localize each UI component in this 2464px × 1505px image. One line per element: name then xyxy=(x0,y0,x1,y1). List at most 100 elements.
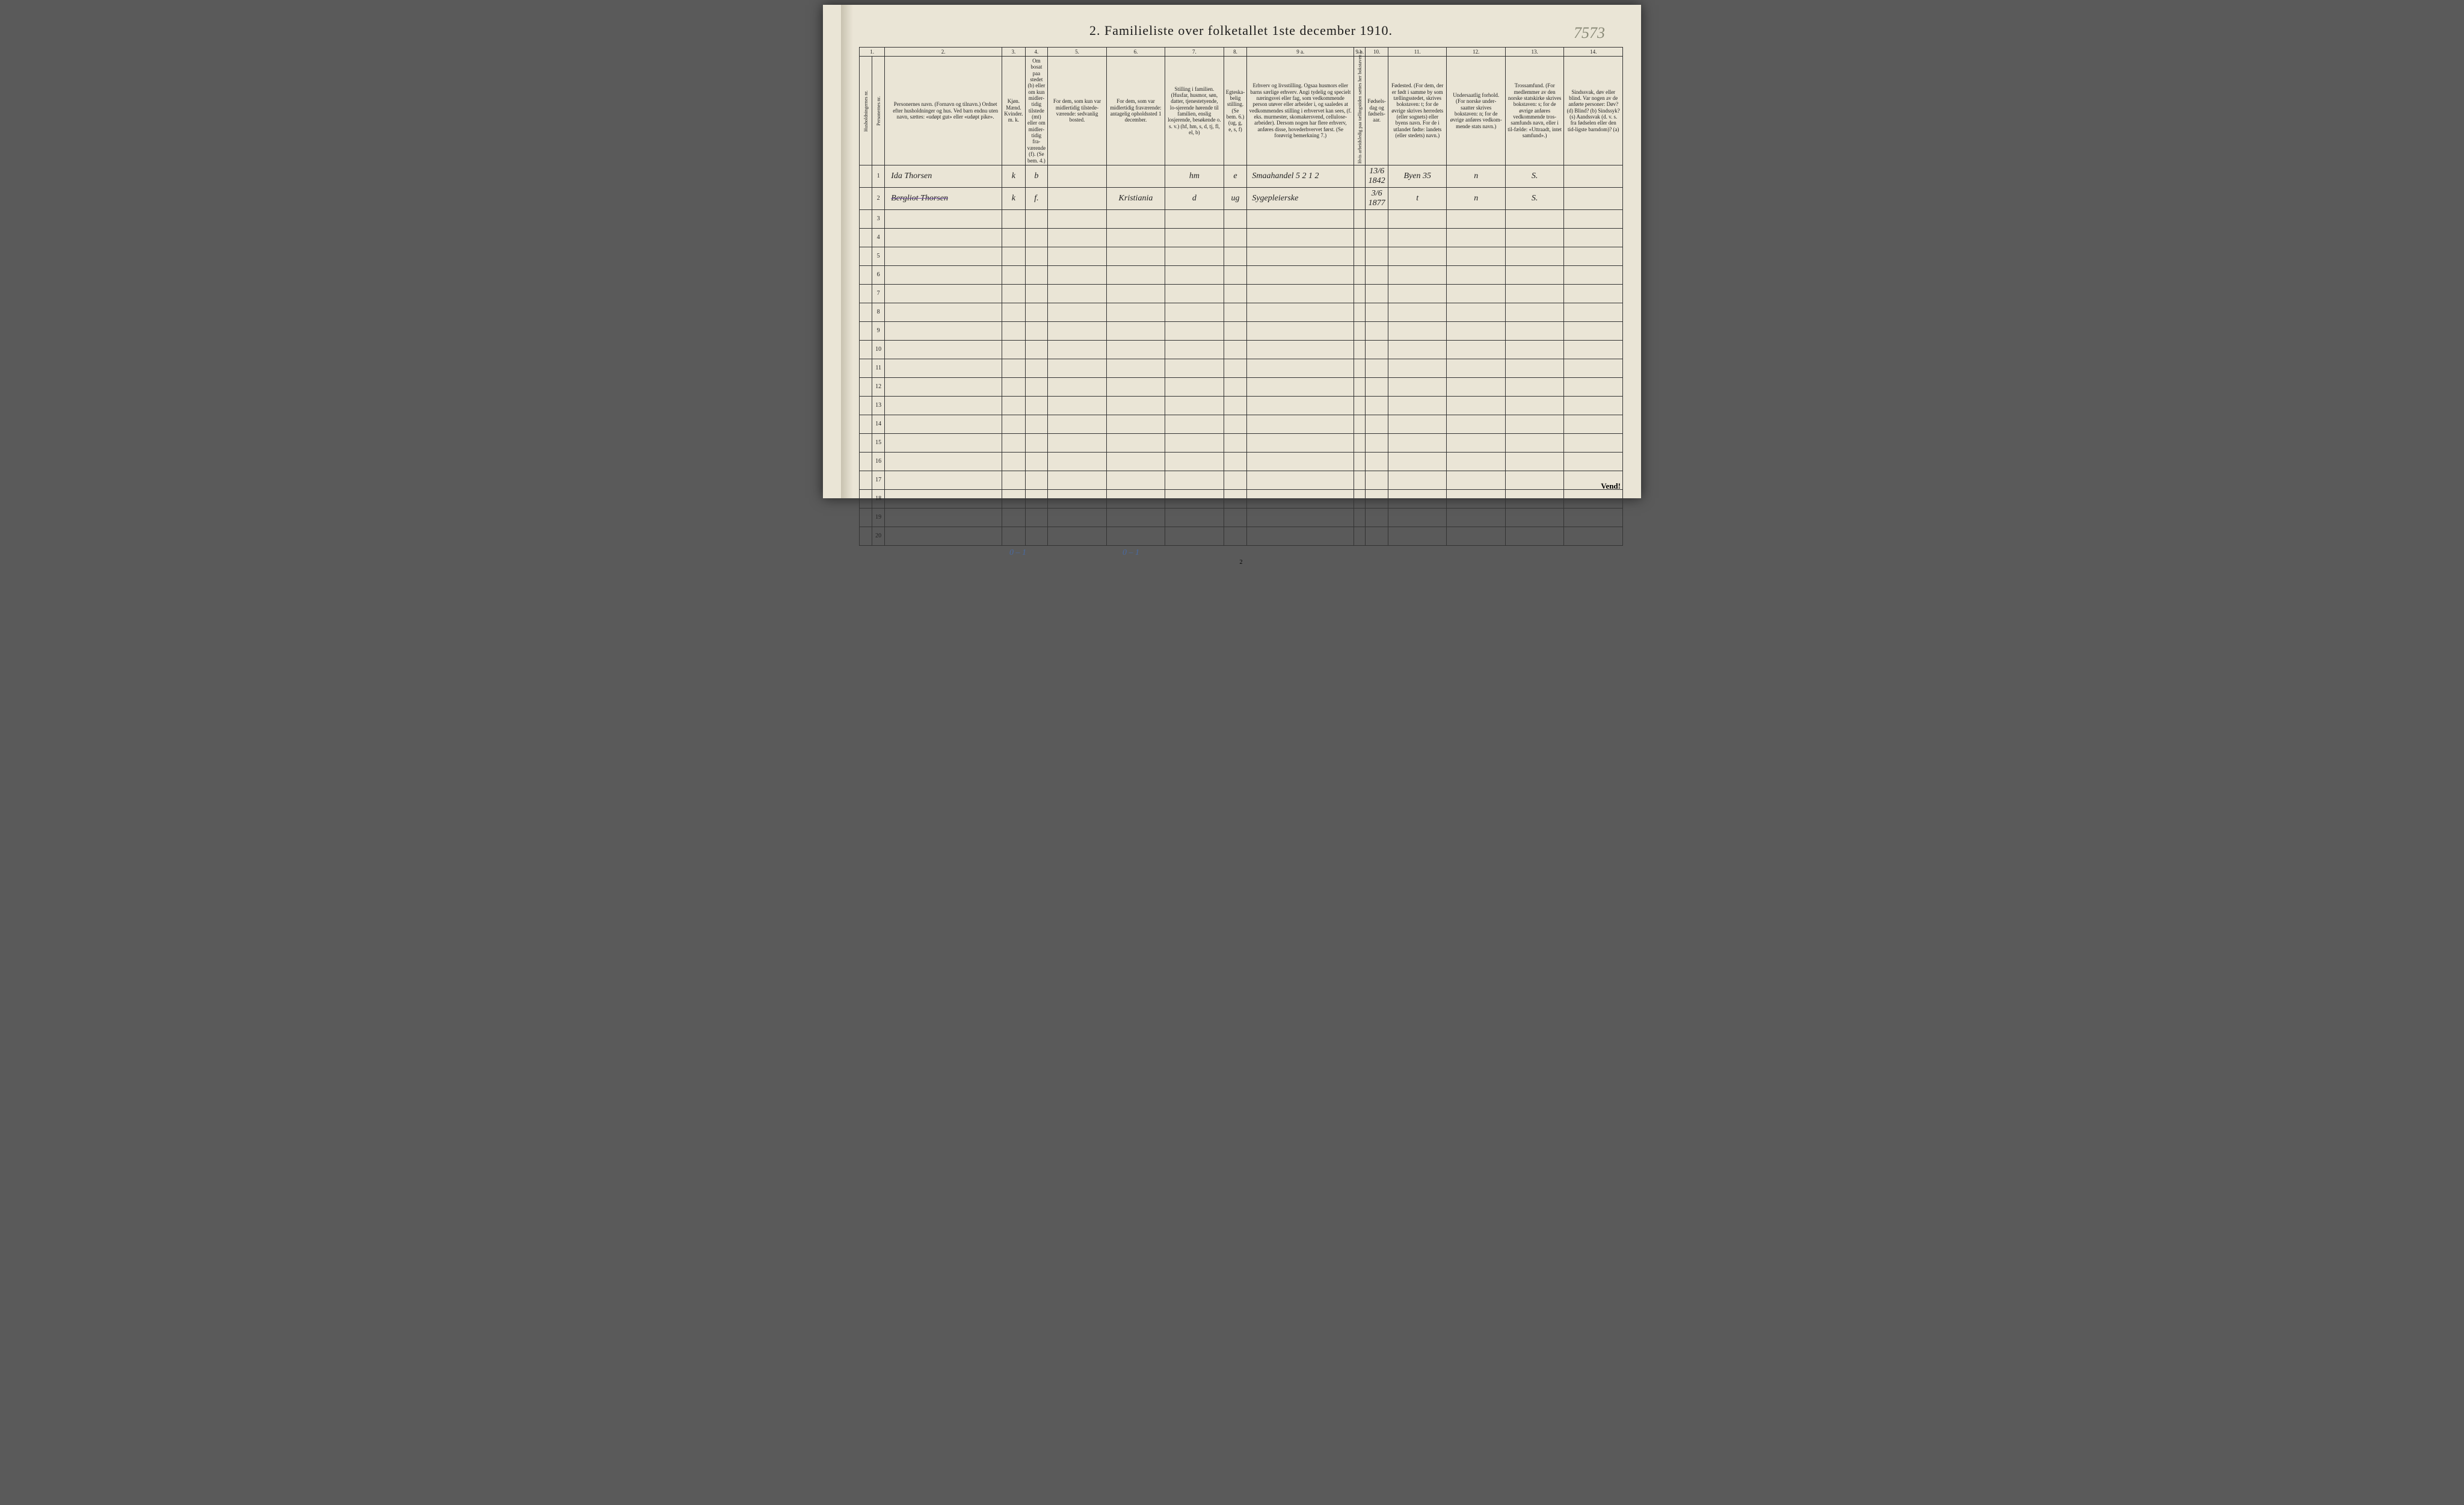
cell-nationality: n xyxy=(1447,187,1505,209)
cell-empty xyxy=(1447,489,1505,508)
cell-birthdate: 3/6 1877 xyxy=(1366,187,1388,209)
cell-empty xyxy=(1224,228,1247,247)
cell-person-no: 8 xyxy=(872,303,885,321)
cell-empty xyxy=(1165,265,1224,284)
cell-empty xyxy=(1224,415,1247,433)
cell-empty xyxy=(1388,303,1446,321)
table-row: 10 xyxy=(860,340,1623,359)
cell-occupation: Sygepleierske xyxy=(1247,187,1354,209)
cell-empty xyxy=(885,377,1002,396)
cell-empty xyxy=(1106,303,1165,321)
cell-empty xyxy=(1165,452,1224,471)
table-row: 9 xyxy=(860,321,1623,340)
cell-empty xyxy=(1388,433,1446,452)
cell-empty xyxy=(1165,415,1224,433)
column-number-row: 1. 2. 3. 4. 5. 6. 7. 8. 9 a. 9 b. 10. 11… xyxy=(860,48,1623,57)
cell-empty xyxy=(1354,340,1366,359)
header-household-no: Husholdningernes nr. xyxy=(860,57,872,165)
cell-empty xyxy=(1247,471,1354,489)
header-disability: Sindssvak, døv eller blind. Var nogen av… xyxy=(1564,57,1623,165)
colnum-10: 10. xyxy=(1366,48,1388,57)
table-row: 17 xyxy=(860,471,1623,489)
cell-empty xyxy=(1002,303,1025,321)
cell-empty xyxy=(885,359,1002,377)
cell-sex: k xyxy=(1002,165,1025,187)
cell-empty xyxy=(885,471,1002,489)
cell-empty xyxy=(1447,303,1505,321)
cell-empty xyxy=(1354,396,1366,415)
cell-empty xyxy=(1247,527,1354,545)
cell-empty xyxy=(1388,508,1446,527)
cell-disability xyxy=(1564,165,1623,187)
census-table: 1. 2. 3. 4. 5. 6. 7. 8. 9 a. 9 b. 10. 11… xyxy=(859,47,1623,546)
cell-empty xyxy=(1025,377,1048,396)
cell-empty xyxy=(1025,265,1048,284)
cell-empty xyxy=(1366,284,1388,303)
cell-empty xyxy=(1002,527,1025,545)
colnum-12: 12. xyxy=(1447,48,1505,57)
cell-empty xyxy=(1447,247,1505,265)
cell-empty xyxy=(1505,340,1563,359)
cell-empty xyxy=(885,265,1002,284)
cell-temp-absent xyxy=(1106,165,1165,187)
cell-empty xyxy=(1224,396,1247,415)
cell-empty xyxy=(1247,247,1354,265)
cell-empty xyxy=(1106,433,1165,452)
table-row: 19 xyxy=(860,508,1623,527)
cell-empty xyxy=(1366,359,1388,377)
cell-unemployed xyxy=(1354,165,1366,187)
cell-empty xyxy=(1354,284,1366,303)
cell-empty xyxy=(1447,359,1505,377)
cell-empty xyxy=(1447,396,1505,415)
cell-empty xyxy=(1447,340,1505,359)
cell-empty xyxy=(1048,508,1106,527)
cell-empty xyxy=(1247,452,1354,471)
cell-empty xyxy=(1165,433,1224,452)
cell-household-no xyxy=(860,489,872,508)
cell-household-no xyxy=(860,396,872,415)
cell-empty xyxy=(1048,489,1106,508)
cell-empty xyxy=(885,321,1002,340)
cell-empty xyxy=(1505,265,1563,284)
cell-empty xyxy=(1505,527,1563,545)
cell-person-no: 1 xyxy=(872,165,885,187)
table-row: 6 xyxy=(860,265,1623,284)
cell-empty xyxy=(1002,247,1025,265)
cell-household-no xyxy=(860,303,872,321)
cell-temp-present xyxy=(1048,165,1106,187)
cell-unemployed xyxy=(1354,187,1366,209)
cell-empty xyxy=(1106,415,1165,433)
cell-empty xyxy=(1025,284,1048,303)
cell-person-no: 17 xyxy=(872,471,885,489)
table-row: 16 xyxy=(860,452,1623,471)
cell-empty xyxy=(1354,359,1366,377)
cell-empty xyxy=(1048,433,1106,452)
cell-sex: k xyxy=(1002,187,1025,209)
cell-empty xyxy=(1388,265,1446,284)
cell-marital: e xyxy=(1224,165,1247,187)
cell-empty xyxy=(1002,340,1025,359)
cell-person-no: 7 xyxy=(872,284,885,303)
cell-empty xyxy=(1366,452,1388,471)
cell-empty xyxy=(1048,396,1106,415)
cell-birthdate: 13/6 1842 xyxy=(1366,165,1388,187)
bottom-note-1: 0 – 1 xyxy=(1009,548,1026,558)
cell-empty xyxy=(1564,396,1623,415)
colnum-9a: 9 a. xyxy=(1247,48,1354,57)
cell-empty xyxy=(1106,489,1165,508)
cell-empty xyxy=(1165,396,1224,415)
turn-page-label: Vend! xyxy=(1601,481,1621,491)
cell-empty xyxy=(1106,209,1165,228)
cell-empty xyxy=(1505,377,1563,396)
cell-person-no: 10 xyxy=(872,340,885,359)
cell-marital: ug xyxy=(1224,187,1247,209)
cell-empty xyxy=(1354,321,1366,340)
cell-empty xyxy=(1224,433,1247,452)
footer-page-number: 2 xyxy=(859,559,1623,566)
cell-empty xyxy=(1106,265,1165,284)
cell-empty xyxy=(1002,284,1025,303)
header-person-no: Personernes nr. xyxy=(872,57,885,165)
cell-empty xyxy=(1354,415,1366,433)
table-row: 8 xyxy=(860,303,1623,321)
cell-empty xyxy=(1564,452,1623,471)
